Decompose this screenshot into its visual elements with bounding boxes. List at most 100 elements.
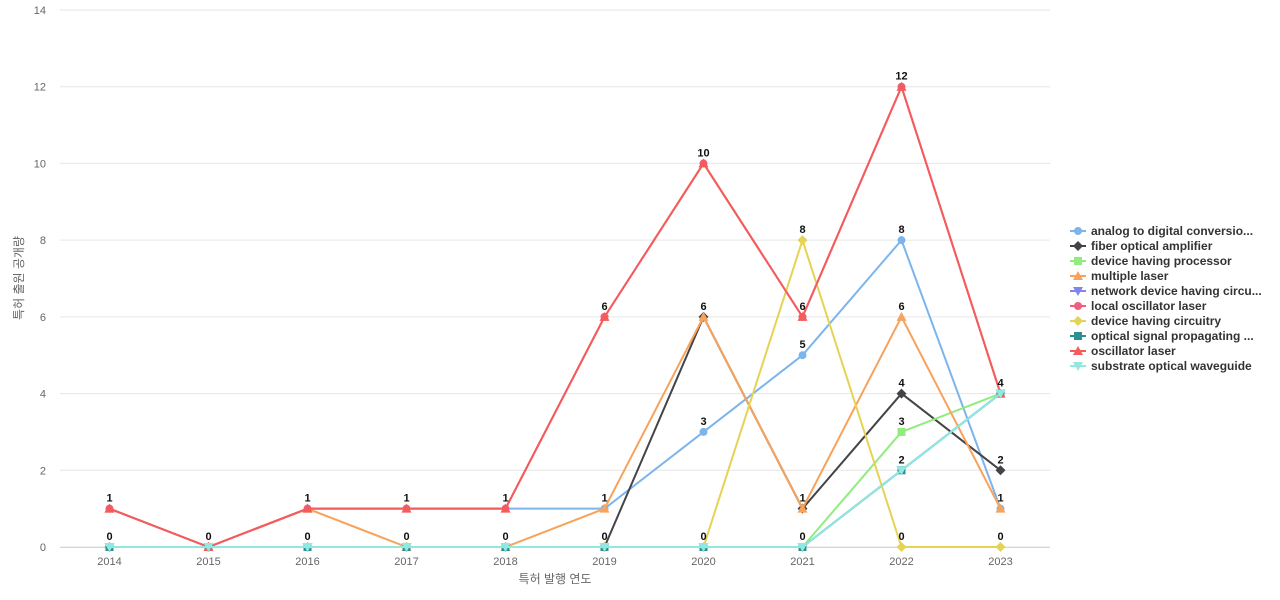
legend-item[interactable]: network device having circu... [1070,284,1262,298]
legend-marker [1073,271,1083,280]
data-point [896,311,907,321]
data-point [599,503,610,513]
data-point [599,543,610,552]
data-point [995,389,1006,399]
data-point [699,427,708,436]
x-tick-label: 2016 [295,556,319,568]
legend-marker [1074,302,1082,310]
legend-label: local oscillator laser [1091,299,1207,313]
data-label: 1 [502,493,508,505]
x-tick-label: 2020 [691,556,715,568]
series-line [109,392,1002,548]
data-label: 1 [997,493,1003,505]
series-line [109,315,1002,548]
data-label: 6 [898,301,904,313]
legend-marker [1073,287,1083,296]
x-tick-label: 2019 [592,556,616,568]
legend-marker [1074,257,1082,265]
data-point [995,503,1006,513]
data-point [896,388,907,399]
data-label: 1 [601,493,607,505]
data-point [104,543,115,552]
data-label: 0 [898,531,904,543]
data-label: 0 [304,531,310,543]
series-line [109,315,1002,548]
data-label: 1 [304,493,310,505]
legend-label: oscillator laser [1091,344,1176,358]
data-label: 10 [697,147,709,159]
legend-label: device having circuitry [1091,314,1221,328]
data-point [302,503,313,513]
data-point [995,542,1006,552]
legend-marker [1074,332,1082,340]
data-label: 0 [700,531,706,543]
data-point [797,503,808,513]
data-label: 0 [601,531,607,543]
data-point [797,235,808,246]
data-label: 8 [898,224,904,236]
data-point [203,543,214,552]
data-point [500,503,511,513]
legend-item[interactable]: local oscillator laser [1070,299,1207,313]
data-point [897,236,906,245]
data-label: 6 [601,301,607,313]
legend-item[interactable]: device having processor [1070,254,1232,268]
series-line [109,85,1002,548]
legend-item[interactable]: optical signal propagating ... [1070,329,1254,343]
data-label: 2 [997,454,1003,466]
data-point [797,311,808,321]
legend-marker [1073,362,1083,371]
data-label: 4 [898,378,905,390]
data-point [698,543,709,552]
legend-item[interactable]: oscillator laser [1070,344,1176,358]
data-label: 4 [997,378,1004,390]
data-point [599,311,610,321]
data-label: 2 [898,454,904,466]
y-axis-ticks: 0 2 4 6 8 10 12 14 [34,5,46,554]
data-point [698,311,709,321]
data-point [798,351,807,360]
legend-marker [1073,346,1083,355]
data-label: 3 [898,416,904,428]
data-label: 0 [106,531,112,543]
legend-marker [1074,227,1082,235]
data-label: 0 [403,531,409,543]
legend-label: device having processor [1091,254,1232,268]
data-label: 12 [895,71,907,83]
legend-item[interactable]: device having circuitry [1070,314,1221,328]
data-label: 0 [205,531,211,543]
data-label: 1 [403,493,409,505]
series-1 [104,311,1006,552]
x-tick-label: 2022 [889,556,913,568]
data-label: 1 [799,493,805,505]
x-tick-label: 2021 [790,556,814,568]
y-tick-label: 12 [34,82,46,94]
data-point [401,503,412,513]
x-tick-label: 2017 [394,556,418,568]
y-tick-label: 0 [40,542,46,554]
data-point [897,427,906,436]
series-8 [104,81,1006,551]
data-label: 0 [502,531,508,543]
legend-item[interactable]: multiple laser [1070,269,1169,283]
data-label: 3 [700,416,706,428]
x-tick-label: 2018 [493,556,517,568]
y-tick-label: 8 [40,235,46,247]
data-label: 5 [799,339,805,351]
series-lines [104,81,1006,552]
legend-item[interactable]: substrate optical waveguide [1070,359,1252,373]
data-point [401,543,412,552]
y-tick-label: 14 [34,5,46,17]
legend-marker [1073,241,1083,251]
legend-label: fiber optical amplifier [1091,239,1213,253]
x-tick-label: 2015 [196,556,220,568]
data-label: 8 [799,224,805,236]
data-point [797,543,808,552]
legend-item[interactable]: analog to digital conversio... [1070,224,1253,238]
data-point [896,81,907,91]
data-point [302,543,313,552]
y-tick-label: 2 [40,465,46,477]
legend-item[interactable]: fiber optical amplifier [1070,239,1213,253]
